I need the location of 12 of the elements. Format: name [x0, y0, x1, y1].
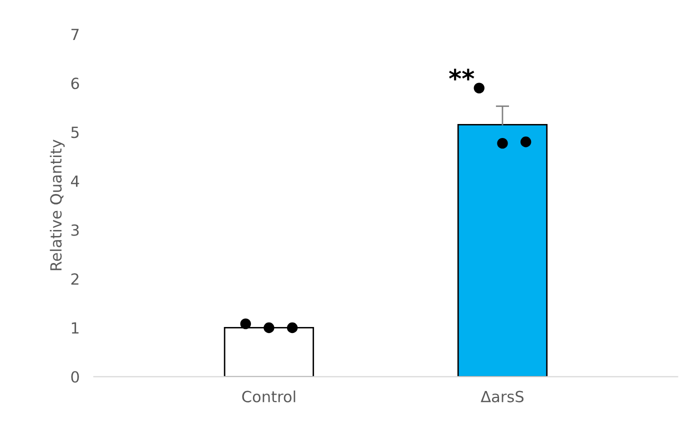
y-tick-label: 7 [71, 28, 79, 40]
y-tick-label: 4 [70, 176, 80, 187]
x-tick-label: ΔarsS [480, 390, 524, 402]
x-tick-label: Control [242, 390, 296, 402]
annotation: ** [449, 68, 474, 80]
y-axis-title: Relative Quantity [50, 140, 65, 270]
y-tick-label: 3 [71, 224, 79, 236]
y-tick-label: 6 [71, 78, 79, 90]
y-tick-label: 1 [72, 322, 79, 334]
y-tick-label: 2 [71, 273, 78, 285]
y-tick-label: 0 [71, 371, 79, 383]
y-tick-label: 5 [71, 126, 79, 138]
